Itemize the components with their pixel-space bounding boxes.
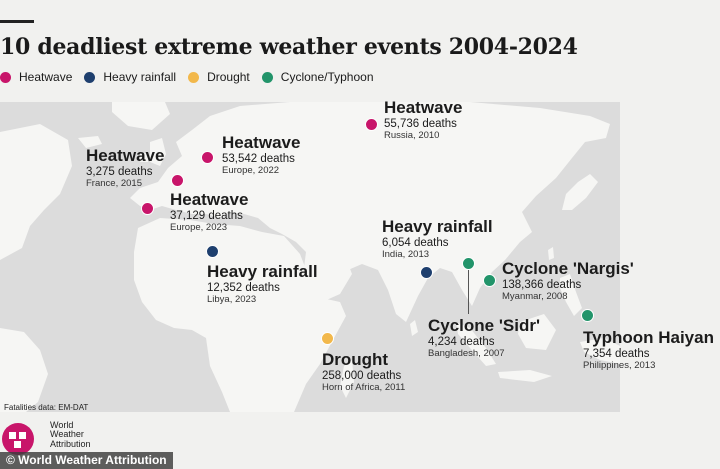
legend-swatch-cyclone-typhoon	[261, 71, 273, 83]
event-marker-heatwave-russia[interactable]	[365, 118, 378, 131]
event-label-typhoon-haiyan: Typhoon Haiyan 7,354 deaths Philippines,…	[583, 328, 714, 372]
event-marker-heatwave-europe-2022[interactable]	[201, 151, 214, 164]
event-type: Heatwave	[170, 190, 249, 209]
org-name-line-3: Attribution	[50, 438, 91, 449]
sidr-leader-line	[468, 270, 469, 314]
legend-swatch-drought	[188, 71, 200, 83]
event-label-heatwave-france: Heatwave 3,275 deaths France, 2015	[86, 146, 164, 190]
legend-label-drought: Drought	[207, 70, 250, 84]
event-deaths: 3,275 deaths	[86, 165, 153, 178]
map-land-shapes	[0, 102, 620, 412]
event-deaths: 53,542 deaths	[222, 152, 295, 165]
event-deaths: 37,129 deaths	[170, 209, 243, 222]
legend-item-drought: Drought	[188, 70, 250, 84]
event-type: Heavy rainfall	[207, 262, 318, 281]
event-marker-drought-horn-of-africa[interactable]	[321, 332, 334, 345]
page-title: 10 deadliest extreme weather events 2004…	[0, 34, 578, 60]
event-place: Europe, 2023	[170, 221, 228, 233]
event-place: Bangladesh, 2007	[428, 347, 505, 359]
world-map	[0, 102, 620, 412]
event-deaths: 12,352 deaths	[207, 281, 280, 294]
legend: Heatwave Heavy rainfall Drought Cyclone/…	[0, 70, 386, 84]
event-marker-typhoon-haiyan[interactable]	[581, 309, 594, 322]
event-type: Heatwave	[384, 98, 463, 117]
event-label-rainfall-india: Heavy rainfall 6,054 deaths India, 2013	[382, 217, 493, 261]
event-marker-cyclone-sidr[interactable]	[462, 257, 475, 270]
legend-label-heatwave: Heatwave	[19, 70, 73, 84]
event-type: Cyclone 'Sidr'	[428, 316, 541, 335]
event-label-rainfall-libya: Heavy rainfall 12,352 deaths Libya, 2023	[207, 262, 318, 306]
event-marker-rainfall-india[interactable]	[420, 266, 433, 279]
event-place: Horn of Africa, 2011	[322, 381, 406, 393]
event-place: France, 2015	[86, 177, 142, 189]
event-place: Libya, 2023	[207, 293, 257, 305]
event-type: Heavy rainfall	[382, 217, 493, 236]
event-deaths: 138,366 deaths	[502, 278, 582, 291]
event-place: India, 2013	[382, 248, 430, 260]
event-label-cyclone-nargis: Cyclone 'Nargis' 138,366 deaths Myanmar,…	[502, 259, 634, 303]
copyright-notice: © World Weather Attribution	[0, 452, 173, 469]
org-name-line-1: World	[50, 420, 74, 430]
event-place: Europe, 2022	[222, 164, 280, 176]
organization-name: World Weather Attribution	[50, 420, 91, 449]
event-marker-cyclone-nargis[interactable]	[483, 274, 496, 287]
event-type: Heatwave	[86, 146, 165, 165]
event-deaths: 6,054 deaths	[382, 236, 449, 249]
event-marker-heatwave-europe-2023[interactable]	[141, 202, 154, 215]
legend-item-heatwave: Heatwave	[0, 70, 72, 84]
legend-item-heavy-rainfall: Heavy rainfall	[84, 70, 176, 84]
event-deaths: 258,000 deaths	[322, 369, 402, 382]
event-deaths: 4,234 deaths	[428, 335, 495, 348]
event-marker-heatwave-france[interactable]	[171, 174, 184, 187]
event-type: Cyclone 'Nargis'	[502, 259, 634, 278]
legend-label-heavy-rainfall: Heavy rainfall	[103, 70, 177, 84]
title-accent-bar	[0, 20, 34, 23]
legend-swatch-heavy-rainfall	[84, 71, 96, 83]
world-weather-attribution-logo-icon	[2, 423, 34, 455]
event-deaths: 55,736 deaths	[384, 117, 457, 130]
event-label-heatwave-europe-2022: Heatwave 53,542 deaths Europe, 2022	[222, 133, 300, 177]
event-place: Myanmar, 2008	[502, 290, 568, 302]
event-label-drought-horn-of-africa: Drought 258,000 deaths Horn of Africa, 2…	[322, 350, 405, 394]
event-type: Heatwave	[222, 133, 301, 152]
event-marker-rainfall-libya[interactable]	[206, 245, 219, 258]
data-source-note: Fatalities data: EM-DAT	[4, 403, 89, 412]
event-label-cyclone-sidr: Cyclone 'Sidr' 4,234 deaths Bangladesh, …	[428, 316, 540, 360]
legend-label-cyclone-typhoon: Cyclone/Typhoon	[280, 70, 374, 84]
event-type: Drought	[322, 350, 389, 369]
event-place: Russia, 2010	[384, 129, 440, 141]
event-place: Philippines, 2013	[583, 359, 656, 371]
event-deaths: 7,354 deaths	[583, 347, 650, 360]
event-label-heatwave-europe-2023: Heatwave 37,129 deaths Europe, 2023	[170, 190, 248, 234]
event-label-heatwave-russia: Heatwave 55,736 deaths Russia, 2010	[384, 98, 462, 142]
legend-item-cyclone-typhoon: Cyclone/Typhoon	[261, 70, 374, 84]
org-name-line-2: Weather	[50, 429, 84, 440]
event-type: Typhoon Haiyan	[583, 328, 714, 347]
legend-swatch-heatwave	[0, 71, 11, 83]
